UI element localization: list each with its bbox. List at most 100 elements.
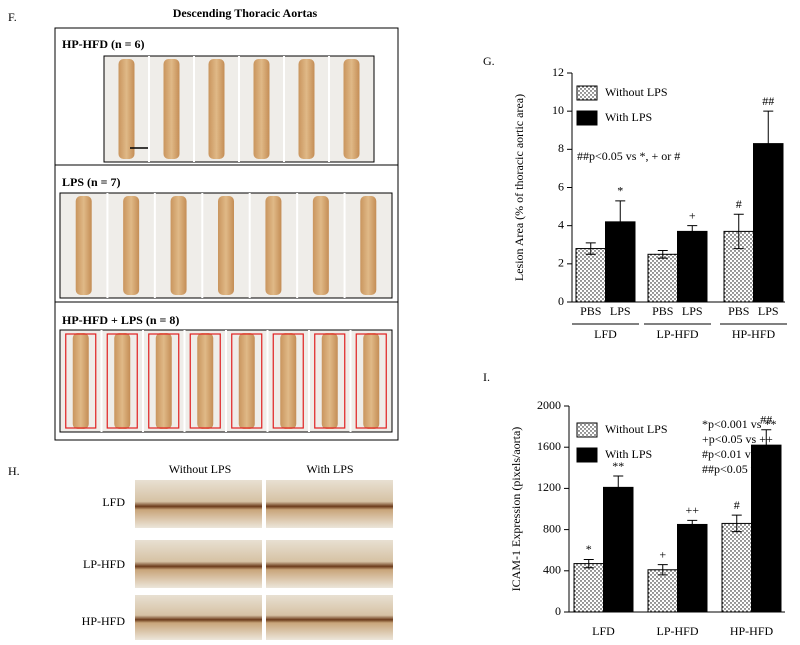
y-axis-label: ICAM-1 Expression (pixels/aorta) <box>509 427 523 592</box>
roi-box <box>148 333 180 429</box>
aorta-strip <box>312 196 329 295</box>
aorta-strip <box>360 196 377 295</box>
bar <box>677 230 708 303</box>
histology-image <box>135 480 262 528</box>
bar-label: LPS <box>610 304 631 318</box>
aorta-strip <box>170 196 187 295</box>
y-tick-label: 400 <box>543 563 561 577</box>
aorta-strip <box>343 59 360 159</box>
bar-label: PBS <box>652 304 673 318</box>
aorta-strip <box>75 196 92 295</box>
error-bar <box>583 558 594 569</box>
y-tick-label: 2 <box>558 256 564 270</box>
bar <box>603 486 634 613</box>
x-tick-label: LP-HFD <box>656 327 698 341</box>
histology-image <box>135 540 262 588</box>
panel-label: H. <box>8 464 20 478</box>
legend-swatch <box>576 447 598 463</box>
error-bar <box>585 242 596 255</box>
panel-label: I. <box>483 370 490 384</box>
bar <box>573 563 604 613</box>
error-bar <box>733 213 744 250</box>
group-label: HP-HFD + LPS (n = 8) <box>62 313 179 327</box>
row-label: LP-HFD <box>83 557 125 571</box>
legend-swatch <box>576 422 598 438</box>
error-bar <box>763 110 774 177</box>
x-tick-label: LP-HFD <box>656 624 698 638</box>
row-label: LFD <box>102 495 125 509</box>
panel-label: G. <box>483 54 495 68</box>
row-label: HP-HFD <box>82 614 126 628</box>
y-tick-label: 12 <box>552 65 564 79</box>
note: ##p<0.05 vs** <box>702 462 773 476</box>
note: *p<0.001 vs ** <box>702 417 776 431</box>
significance-label: # <box>736 197 742 211</box>
histology-image <box>266 480 393 528</box>
panel-label: F. <box>8 10 17 24</box>
photo-layer <box>59 55 393 640</box>
aorta-strip <box>197 333 214 429</box>
aorta-strip <box>163 59 180 159</box>
y-tick-label: 6 <box>558 179 564 193</box>
significance-label: * <box>617 184 623 198</box>
bar-label: PBS <box>580 304 601 318</box>
error-bar <box>657 564 668 576</box>
aorta-strip <box>298 59 315 159</box>
error-bar <box>687 225 698 238</box>
significance-label: ++ <box>685 503 699 517</box>
error-bar <box>761 429 772 461</box>
roi-box <box>231 333 263 429</box>
significance-label: # <box>734 498 740 512</box>
legend-label: With LPS <box>605 447 652 461</box>
legend-swatch <box>576 110 598 126</box>
aorta-strip <box>238 333 255 429</box>
y-tick-label: 8 <box>558 141 564 155</box>
error-bar <box>731 514 742 533</box>
error-bar <box>657 249 668 259</box>
panel-frame <box>54 27 399 441</box>
significance-label: ## <box>760 412 772 426</box>
aorta-strip <box>280 333 297 429</box>
y-tick-label: 0 <box>555 604 561 618</box>
aorta-strip <box>265 196 282 295</box>
y-tick-label: 0 <box>558 294 564 308</box>
legend-label: Without LPS <box>605 422 668 436</box>
legend-swatch <box>576 85 598 101</box>
significance-label: * <box>586 542 592 556</box>
error-bar <box>615 200 626 243</box>
note: #p<0.01 vs ## <box>702 447 770 461</box>
aorta-strip <box>118 59 135 159</box>
y-tick-label: 1600 <box>537 439 561 453</box>
panel-title: Descending Thoracic Aortas <box>173 6 318 20</box>
significance-label: + <box>689 208 696 222</box>
legend-label: Without LPS <box>605 85 668 99</box>
error-bar <box>687 519 698 529</box>
significance-label: ** <box>612 459 624 473</box>
roi-box <box>272 333 304 429</box>
aorta-strip <box>72 333 89 429</box>
group-label: LPS (n = 7) <box>62 175 121 189</box>
bar <box>647 569 678 613</box>
column-label: Without LPS <box>169 462 232 476</box>
histology-image <box>266 595 393 640</box>
bar-label: PBS <box>728 304 749 318</box>
roi-box <box>106 333 138 429</box>
roi-box <box>65 333 97 429</box>
y-axis-label: Lesion Area (% of thoracic aortic area) <box>512 94 526 281</box>
aorta-strip <box>321 333 338 429</box>
aorta-strip <box>155 333 172 429</box>
aorta-strip <box>253 59 270 159</box>
x-tick-label: LFD <box>592 624 615 638</box>
bar <box>575 248 606 303</box>
significance-label: ## <box>762 94 774 108</box>
roi-box <box>189 333 221 429</box>
bar-label: LPS <box>682 304 703 318</box>
y-tick-label: 2000 <box>537 398 561 412</box>
roi-box <box>314 333 346 429</box>
bar <box>721 522 752 613</box>
error-bar <box>613 475 624 499</box>
note: ##p<0.05 vs *, + or # <box>577 149 680 163</box>
aorta-strip <box>123 196 140 295</box>
aorta-strip <box>114 333 131 429</box>
